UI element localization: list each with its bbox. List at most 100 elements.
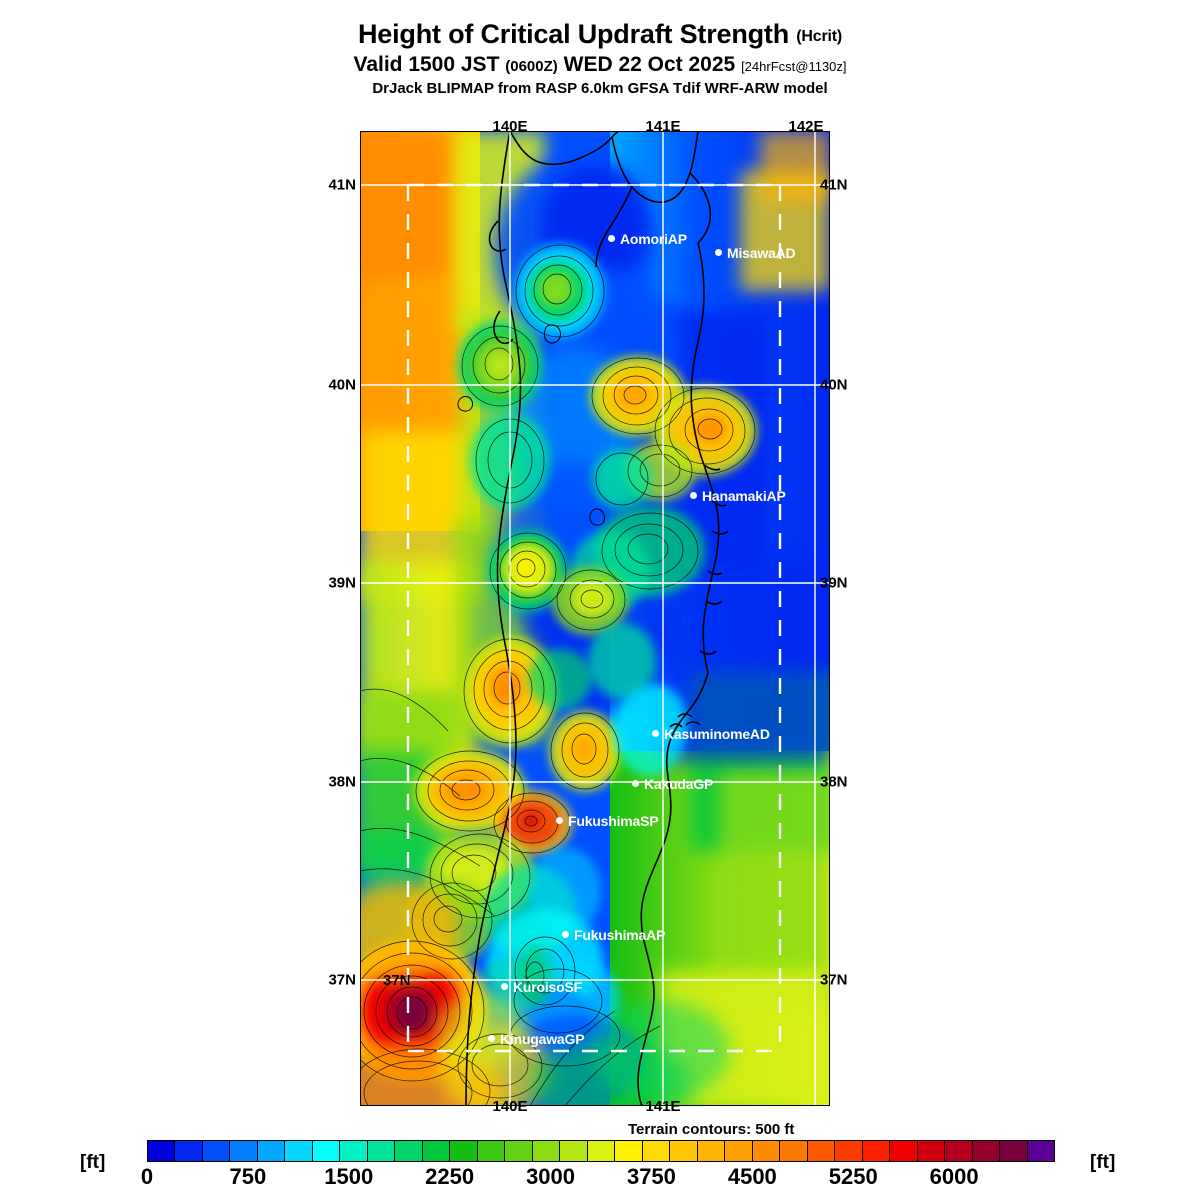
colorbar-segment-12	[477, 1141, 506, 1161]
colorbar-segment-27	[890, 1141, 918, 1161]
colorbar-segment-31	[1000, 1141, 1028, 1161]
colorbar-segment-23	[780, 1141, 808, 1161]
coastline	[457, 131, 729, 1106]
colorbar-segment-2	[202, 1141, 231, 1161]
station-label: AomoriAP	[620, 230, 687, 247]
colorbar-segment-18	[642, 1141, 671, 1161]
station-label: MisawaAD	[727, 244, 796, 261]
colorbar-tick-5250: 5250	[828, 1164, 878, 1189]
colorbar-segment-5	[285, 1141, 313, 1161]
colorbar-segment-1	[175, 1141, 203, 1161]
station-kinugawagp[interactable]: KinugawaGP	[488, 1030, 585, 1048]
lat-tick-right-3: 38N	[820, 773, 848, 791]
lat-tick-left-1: 40N	[328, 376, 356, 394]
lat-tick-right-2: 39N	[820, 574, 848, 592]
lat-tick-right-0: 41N	[820, 176, 848, 194]
colorbar-tick-2250: 2250	[425, 1164, 475, 1189]
lat-tick-left-3: 38N	[328, 773, 356, 791]
colorbar-segment-20	[697, 1141, 726, 1161]
colorbar-segment-16	[587, 1141, 616, 1161]
title-main-text: Height of Critical Updraft Strength	[357, 19, 789, 49]
valid-utc-time: (0600Z)	[505, 58, 558, 76]
colorbar-segment-32	[1027, 1141, 1054, 1161]
colorbar-segment-6	[312, 1141, 341, 1161]
colorbar-segment-15	[560, 1141, 588, 1161]
colorbar-segment-8	[367, 1141, 396, 1161]
colorbar-segment-25	[835, 1141, 863, 1161]
terrain-contour-note: Terrain contours: 500 ft	[628, 1121, 795, 1138]
colorbar-segment-7	[340, 1141, 368, 1161]
colorbar-segment-3	[230, 1141, 258, 1161]
colorbar-unit-left: [ft]	[80, 1152, 106, 1173]
valid-local-time: Valid 1500 JST	[353, 53, 500, 77]
terrain-contours	[360, 244, 756, 1106]
colorbar-tick-750: 750	[229, 1164, 267, 1189]
station-kasuminomead[interactable]: KasuminomeAD	[652, 725, 770, 743]
colorbar-segment-24	[807, 1141, 836, 1161]
station-kuroisosf[interactable]: KuroisoSF	[501, 978, 582, 996]
colorbar-segment-26	[862, 1141, 891, 1161]
lat-tick-right-4: 37N	[820, 971, 848, 989]
station-misawaad[interactable]: MisawaAD	[715, 244, 796, 262]
lat-tick-left-2: 39N	[328, 574, 356, 592]
station-label: KuroisoSF	[513, 978, 582, 995]
colorbar-swatches	[147, 1140, 1055, 1162]
colorbar-segment-22	[752, 1141, 781, 1161]
colorbar[interactable]: 0 750 1500 2250 3000 3750 4500 5250 6000	[141, 1140, 1055, 1189]
lat-tick-right-1: 40N	[820, 376, 848, 394]
station-fukushimaap[interactable]: FukushimaAP	[562, 926, 665, 944]
station-marker-icon	[562, 931, 569, 939]
lon-tick-bottom-1: 141E	[645, 1098, 681, 1115]
page-title: Height of Critical Updraft Strength (Hcr…	[0, 20, 1200, 48]
colorbar-segment-30	[972, 1141, 1001, 1161]
colorbar-segment-19	[670, 1141, 698, 1161]
colorbar-tick-0: 0	[140, 1164, 154, 1189]
station-label: HanamakiAP	[702, 487, 786, 504]
station-aomoriap[interactable]: AomoriAP	[608, 230, 687, 248]
forecast-map[interactable]	[360, 131, 830, 1106]
valid-date: WED 22 Oct 2025	[563, 53, 736, 77]
colorbar-tick-1500: 1500	[324, 1164, 374, 1189]
colorbar-tick-4500: 4500	[727, 1164, 777, 1189]
lat-tick-left-4: 37N	[328, 971, 356, 989]
station-kakudagp[interactable]: KakudaGP	[632, 775, 713, 793]
lat-tick-inner-37n: 37N	[383, 972, 411, 989]
colorbar-unit-right: [ft]	[1090, 1152, 1116, 1173]
station-label: FukushimaAP	[574, 926, 666, 943]
colorbar-segment-21	[725, 1141, 753, 1161]
lat-tick-left-0: 41N	[328, 176, 356, 194]
station-hanamakiap[interactable]: HanamakiAP	[690, 487, 786, 505]
station-marker-icon	[652, 730, 659, 738]
colorbar-segment-11	[450, 1141, 478, 1161]
forecast-age: [24hrFcst@1130z]	[741, 59, 847, 75]
lon-tick-top-0: 140E	[492, 118, 528, 135]
colorbar-tick-3000: 3000	[526, 1164, 576, 1189]
station-label: KakudaGP	[644, 775, 714, 792]
map-border	[360, 131, 830, 1106]
station-label: KasuminomeAD	[664, 725, 770, 742]
colorbar-segment-13	[505, 1141, 533, 1161]
colorbar-segment-4	[257, 1141, 286, 1161]
title-parameter-text: (Hcrit)	[796, 28, 843, 45]
header: Height of Critical Updraft Strength (Hcr…	[0, 0, 1200, 97]
station-marker-icon	[488, 1035, 495, 1043]
colorbar-tick-6000: 6000	[929, 1164, 979, 1189]
colorbar-tick-3750: 3750	[626, 1164, 676, 1189]
hcrit-field-plot	[360, 131, 830, 1106]
colorbar-segment-28	[917, 1141, 946, 1161]
colorbar-segment-9	[395, 1141, 423, 1161]
graticule	[360, 131, 830, 1106]
station-marker-icon	[608, 235, 615, 243]
valid-time-line: Valid 1500 JST (0600Z) WED 22 Oct 2025 […	[0, 54, 1200, 76]
station-marker-icon	[556, 817, 563, 825]
station-label: KinugawaGP	[500, 1030, 585, 1047]
station-marker-icon	[690, 492, 697, 500]
station-fukushimasp[interactable]: FukushimaSP	[556, 812, 659, 830]
station-marker-icon	[715, 249, 722, 257]
colorbar-segment-0	[148, 1141, 176, 1161]
field-layer	[360, 131, 830, 1106]
station-label: FukushimaSP	[568, 812, 659, 829]
lon-tick-bottom-0: 140E	[492, 1098, 528, 1115]
station-marker-icon	[632, 780, 639, 788]
